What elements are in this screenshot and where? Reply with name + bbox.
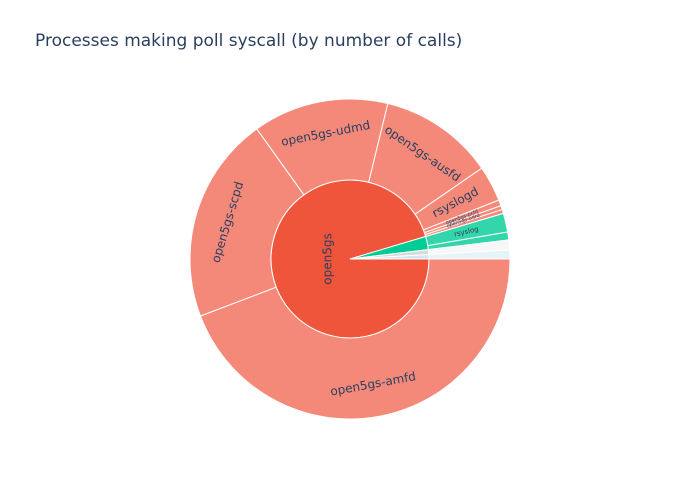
segment-scpd[interactable]: [189, 128, 305, 317]
sunburst-segments: [189, 98, 511, 420]
segment-amfd[interactable]: [199, 258, 511, 420]
chart-title: Processes making poll syscall (by number…: [35, 31, 463, 51]
label-open5gs: open5gs: [321, 233, 335, 284]
segment-tiny-b-child[interactable]: [428, 249, 511, 260]
